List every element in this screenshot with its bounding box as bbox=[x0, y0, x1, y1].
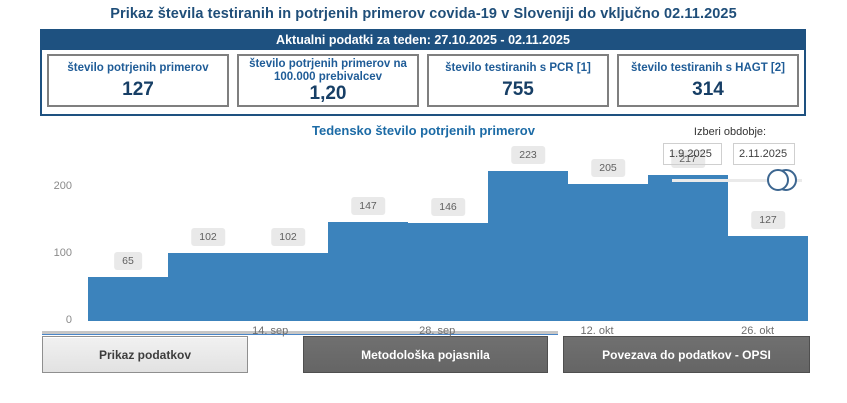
y-axis-tick-label: 100 bbox=[53, 246, 72, 259]
y-axis-tick-label: 0 bbox=[65, 314, 72, 326]
stat-card-pcr-tested: število testiranih s PCR [1] 755 bbox=[427, 54, 609, 107]
chart-bar[interactable] bbox=[728, 236, 808, 321]
chart-x-axis: 14. sep 28. sep 12. okt 26. okt bbox=[88, 325, 808, 339]
chart-bar-data-label: 146 bbox=[431, 197, 465, 216]
chart-bar-data-label: 223 bbox=[511, 145, 545, 164]
stat-cards-row: število potrjenih primerov 127 število p… bbox=[42, 50, 804, 107]
period-from-input[interactable] bbox=[663, 143, 722, 165]
chart-bar[interactable] bbox=[168, 253, 248, 321]
chart-bar[interactable] bbox=[408, 223, 488, 321]
chart-bar-data-label: 102 bbox=[191, 227, 225, 246]
period-to-input[interactable] bbox=[733, 143, 795, 165]
period-picker-label: Izberi obdobje: bbox=[693, 126, 767, 138]
stat-card-confirmed: število potrjenih primerov 127 bbox=[47, 54, 229, 107]
stat-card-confirmed-per-100k: število potrjenih primerov na 100.000 pr… bbox=[237, 54, 419, 107]
opsi-link-button[interactable]: Povezava do podatkov - OPSI bbox=[563, 336, 810, 373]
page-title: Prikaz števila testiranih in potrjenih p… bbox=[110, 6, 737, 22]
stat-card-label: število testiranih s HAGT [2] bbox=[630, 62, 785, 75]
chart-bar[interactable] bbox=[648, 175, 728, 321]
chart-bar-data-label: 147 bbox=[351, 196, 385, 215]
stat-card-value: 314 bbox=[692, 78, 724, 100]
chart-bar[interactable] bbox=[248, 253, 328, 321]
chart-title: Tedensko število potrjenih primerov bbox=[312, 123, 535, 138]
stat-card-label: število testiranih s PCR [1] bbox=[445, 62, 591, 75]
stat-card-value: 755 bbox=[502, 78, 534, 100]
weekly-cases-chart: 65 102 102 147 146 223 205 217 127 bbox=[88, 145, 808, 321]
stat-card-label: število potrjenih primerov na 100.000 pr… bbox=[249, 58, 407, 83]
y-axis-tick-label: 200 bbox=[53, 179, 72, 192]
x-axis-tick-label: 14. sep bbox=[252, 325, 289, 337]
chart-bar[interactable] bbox=[88, 277, 168, 321]
chart-bar[interactable] bbox=[328, 222, 408, 321]
x-axis-tick-label: 28. sep bbox=[419, 325, 456, 337]
chart-bar-data-label: 127 bbox=[751, 210, 785, 229]
period-slider-track[interactable] bbox=[672, 179, 802, 182]
x-axis-tick-label: 12. okt bbox=[580, 325, 614, 337]
chart-y-axis: 0 100 200 bbox=[30, 150, 80, 326]
chart-bar[interactable] bbox=[568, 184, 648, 321]
current-week-header: Aktualni podatki za teden: 27.10.2025 - … bbox=[42, 31, 804, 50]
stat-card-value: 1,20 bbox=[309, 82, 347, 104]
period-slider-handle-right[interactable] bbox=[767, 169, 789, 191]
chart-bar-data-label: 205 bbox=[591, 158, 625, 177]
show-data-button[interactable]: Prikaz podatkov bbox=[42, 336, 248, 373]
x-axis-tick-label: 26. okt bbox=[741, 325, 775, 337]
chart-bar[interactable] bbox=[488, 171, 568, 321]
stat-card-hagt-tested: število testiranih s HAGT [2] 314 bbox=[617, 54, 799, 107]
current-week-summary-panel: Aktualni podatki za teden: 27.10.2025 - … bbox=[40, 29, 806, 116]
stat-card-value: 127 bbox=[122, 78, 154, 100]
chart-frame-bottom-edge bbox=[42, 331, 558, 335]
methodology-button[interactable]: Metodološka pojasnila bbox=[303, 336, 548, 373]
chart-bar-data-label: 102 bbox=[271, 227, 305, 246]
stat-card-label: število potrjenih primerov bbox=[67, 62, 209, 75]
chart-bar-data-label: 65 bbox=[114, 251, 142, 270]
